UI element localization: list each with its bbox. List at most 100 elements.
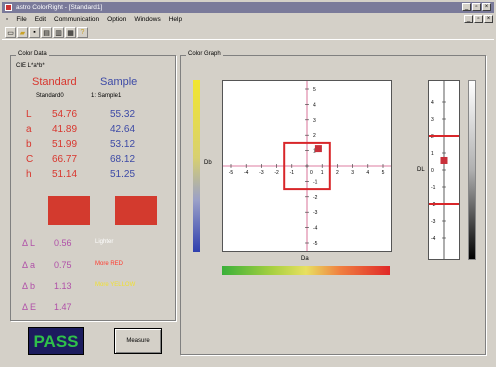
sample-color-swatch — [115, 196, 157, 225]
menu-windows[interactable]: Windows — [134, 16, 161, 23]
new-file-icon[interactable]: ▭ — [5, 27, 16, 38]
sample-point — [314, 145, 322, 153]
dl-tick-label: -4 — [431, 236, 436, 242]
sample-value: 68.12 — [110, 154, 136, 165]
restore-button[interactable]: ▫ — [472, 3, 481, 11]
export-icon[interactable]: ▥ — [53, 27, 64, 38]
menu-file[interactable]: File — [16, 16, 27, 23]
dl-tick-label: -1 — [431, 185, 436, 191]
x-tick-label: -5 — [229, 170, 234, 176]
delta-value: 0.56 — [54, 238, 72, 248]
toolbar: ▭ ▰ ▪ ▤ ▥ ▦ ? — [2, 26, 494, 40]
color-data-legend: Color Data — [16, 51, 49, 57]
sample-value: 51.25 — [110, 169, 136, 180]
menu-bar: ▫ File Edit Communication Option Windows… — [2, 14, 494, 25]
ab-plot: -5 -5 -4 -4 -3 -3 -2 -2 -1 -1 0 1 1 2 2 3 3 4 4 5 5 — [222, 80, 392, 252]
dl-tick-label: 3 — [431, 117, 434, 123]
close-button[interactable]: × — [482, 3, 491, 11]
standard-value: 41.89 — [52, 124, 78, 135]
delta-label: Δ E — [22, 302, 37, 312]
menu-option[interactable]: Option — [107, 16, 127, 23]
delta-description: Lighter — [95, 239, 114, 245]
copy-icon[interactable]: ▤ — [41, 27, 52, 38]
menu-edit[interactable]: Edit — [34, 16, 46, 23]
y-tick-label: 3 — [313, 118, 316, 124]
x-tick-label: 3 — [351, 170, 354, 176]
x-tick-label: 1 — [321, 170, 324, 176]
dl-axis-label: DL — [417, 167, 425, 173]
dl-tick-label: 1 — [431, 151, 434, 157]
row-label: b — [26, 139, 32, 150]
delta-label: Δ L — [22, 238, 36, 248]
color-space-label: CIE L*a*b* — [16, 63, 45, 69]
sample-value: 42.64 — [110, 124, 136, 135]
x-tick-label: 2 — [336, 170, 339, 176]
dl-lightness-scale — [468, 80, 476, 260]
row-label: h — [26, 169, 32, 180]
child-restore-button[interactable]: ▫ — [474, 15, 483, 23]
y-tick-label: 5 — [313, 87, 316, 93]
standard-value: 51.14 — [52, 169, 78, 180]
y-tick-label: 4 — [313, 102, 316, 108]
help-icon[interactable]: ? — [77, 27, 88, 38]
standard-color-swatch — [48, 196, 90, 225]
da-axis-label: Da — [301, 256, 309, 262]
row-label: C — [26, 154, 34, 165]
db-color-scale — [193, 80, 200, 252]
sample-name: 1: Sample1 — [91, 93, 122, 99]
delta-description: More YELLOW — [95, 282, 136, 288]
y-tick-label: -4 — [313, 226, 318, 232]
child-minimize-button[interactable]: _ — [464, 15, 473, 23]
delta-value: 1.13 — [54, 281, 72, 291]
delta-description: More RED — [95, 261, 124, 267]
sample-value: 53.12 — [110, 139, 136, 150]
da-color-scale — [222, 266, 390, 275]
y-tick-label: 2 — [313, 133, 316, 139]
title-bar: astro ColorRight - [Standard1] _ ▫ × — [2, 2, 494, 13]
menu-help[interactable]: Help — [168, 16, 183, 23]
color-graph-legend: Color Graph — [186, 51, 223, 57]
y-tick-label: 1 — [313, 149, 316, 155]
x-tick-label: -2 — [274, 170, 279, 176]
app-icon — [5, 4, 12, 11]
origin-tick-label: 0 — [310, 170, 313, 176]
child-close-button[interactable]: × — [484, 15, 493, 23]
standard-value: 54.76 — [52, 109, 78, 120]
window-title: astro ColorRight - [Standard1] — [16, 4, 103, 11]
color-data-panel: Color Data — [10, 51, 176, 321]
open-folder-icon[interactable]: ▰ — [17, 27, 28, 38]
row-label: L — [26, 109, 32, 120]
x-tick-label: -4 — [244, 170, 249, 176]
dl-plot-canvas: 43210-1-2-3-4 — [429, 81, 459, 259]
y-tick-label: -5 — [313, 241, 318, 247]
row-label: a — [26, 124, 32, 135]
sample-header: Sample — [100, 76, 138, 88]
mdi-doc-icon[interactable]: ▫ — [6, 16, 9, 23]
print-icon[interactable]: ▦ — [65, 27, 76, 38]
x-tick-label: -3 — [259, 170, 264, 176]
delta-value: 0.75 — [54, 260, 72, 270]
standard-header: Standard — [32, 76, 77, 88]
menu-communication[interactable]: Communication — [54, 16, 100, 23]
tolerance-box — [283, 141, 331, 191]
x-tick-label: 5 — [382, 170, 385, 176]
standard-value: 66.77 — [52, 154, 78, 165]
x-tick-label: -1 — [290, 170, 295, 176]
dl-tick-label: 4 — [431, 100, 434, 106]
sample-value: 55.32 — [110, 109, 136, 120]
save-icon[interactable]: ▪ — [29, 27, 40, 38]
dl-sample-point — [440, 156, 448, 164]
minimize-button[interactable]: _ — [462, 3, 471, 11]
dl-plot: 43210-1-2-3-4 — [428, 80, 460, 260]
pass-status-badge: PASS — [28, 327, 84, 355]
x-tick-label: 4 — [366, 170, 369, 176]
delta-value: 1.47 — [54, 302, 72, 312]
delta-label: Δ b — [22, 281, 36, 291]
y-tick-label: -1 — [313, 179, 318, 185]
dl-tick-label: 0 — [431, 168, 434, 174]
delta-label: Δ a — [22, 260, 36, 270]
dl-tick-label: -3 — [431, 219, 436, 225]
measure-button[interactable]: Measure — [114, 328, 162, 354]
